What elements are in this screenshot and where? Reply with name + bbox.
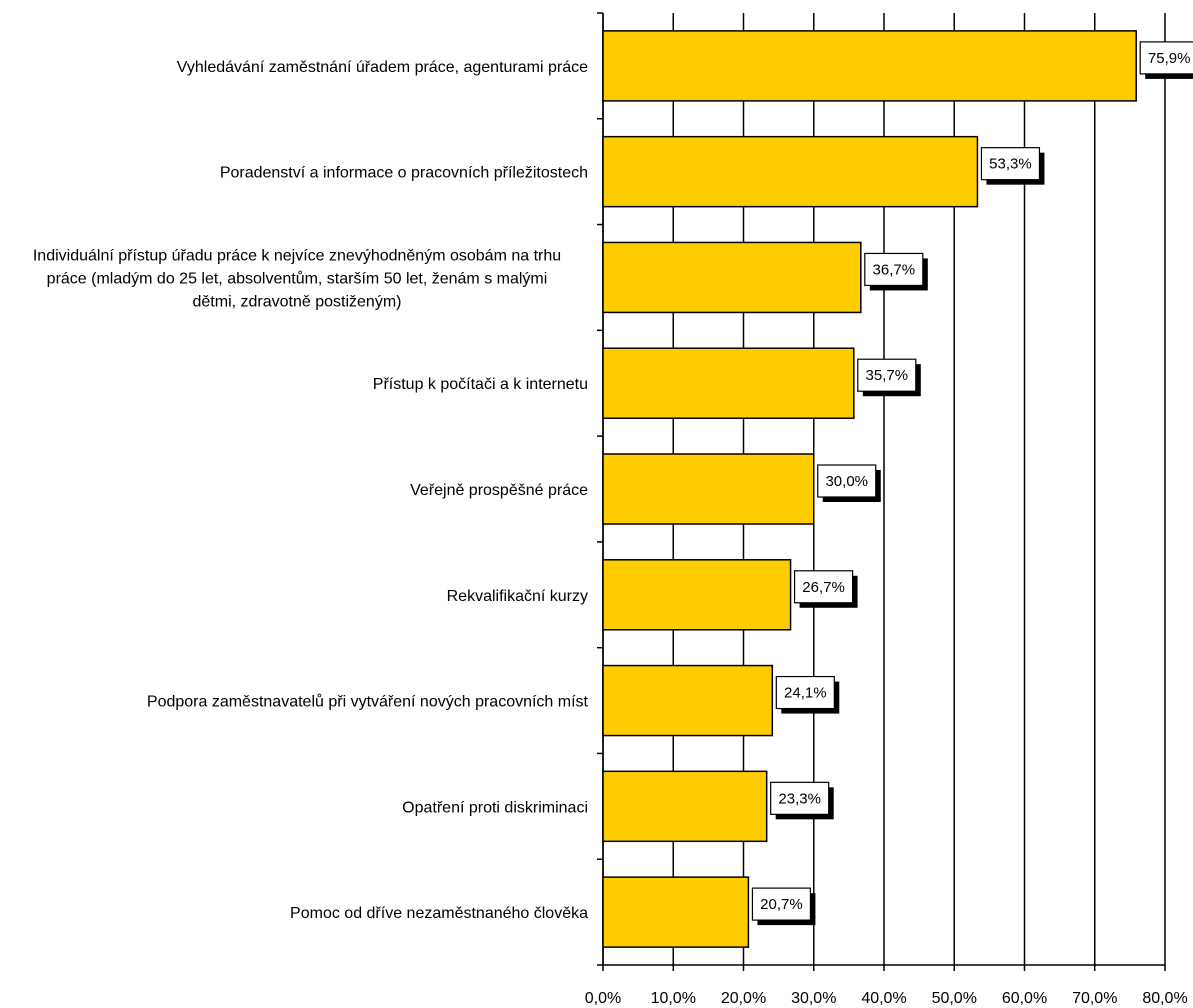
category-label: Vyhledávání zaměstnání úřadem práce, age… xyxy=(177,59,588,76)
bar xyxy=(602,876,750,948)
bar xyxy=(602,559,792,631)
data-label: 30,0% xyxy=(825,473,868,490)
x-tick-label: 30,0% xyxy=(791,990,836,1007)
data-label-box xyxy=(857,358,917,392)
data-label-box xyxy=(817,464,877,498)
data-label: 23,3% xyxy=(778,790,821,807)
category-label: Opatření proti diskriminaci xyxy=(402,799,588,816)
data-label-box xyxy=(980,147,1041,181)
category-label: Podpora zaměstnavatelů při vytváření nov… xyxy=(147,693,589,711)
bar xyxy=(602,241,862,314)
data-label: 24,1% xyxy=(784,685,827,702)
x-tick-label: 80,0% xyxy=(1142,990,1187,1007)
category-label-line: Veřejně prospěšné práce xyxy=(410,482,588,499)
bar xyxy=(602,770,768,843)
category-label: Individuální přístup úřadu práce k nejví… xyxy=(33,247,561,310)
category-label-line: Vyhledávání zaměstnání úřadem práce, age… xyxy=(177,59,588,76)
x-tick-label: 60,0% xyxy=(1002,990,1047,1007)
category-label-line: Pomoc od dříve nezaměstnaného člověka xyxy=(290,905,588,922)
category-label: Poradenství a informace o pracovních pří… xyxy=(220,165,588,182)
category-label-line: Přístup k počítači a k internetu xyxy=(373,376,588,393)
category-label-line: Individuální přístup úřadu práce k nejví… xyxy=(33,247,561,264)
category-label-line: Poradenství a informace o pracovních pří… xyxy=(220,165,588,182)
category-label: Přístup k počítači a k internetu xyxy=(373,376,588,393)
x-tick-label: 50,0% xyxy=(932,990,977,1007)
category-label-line: práce (mladým do 25 let, absolventům, st… xyxy=(47,269,548,287)
data-label-box xyxy=(751,887,812,921)
data-label: 35,7% xyxy=(866,367,909,384)
bar xyxy=(602,135,979,208)
data-label-box xyxy=(793,570,854,604)
data-label: 53,3% xyxy=(989,156,1032,173)
category-label: Veřejně prospěšné práce xyxy=(410,482,588,499)
category-label-line: Rekvalifikační kurzy xyxy=(447,588,588,605)
category-label-line: Podpora zaměstnavatelů při vytváření nov… xyxy=(147,693,589,711)
category-label-line: dětmi, zdravotně postiženým) xyxy=(193,293,402,310)
x-tick-label: 10,0% xyxy=(651,990,696,1007)
data-label: 75,9% xyxy=(1148,50,1191,67)
data-label-box xyxy=(864,252,924,287)
data-label: 20,7% xyxy=(760,896,803,913)
data-label: 26,7% xyxy=(802,579,845,596)
bar xyxy=(602,347,855,419)
x-tick-label: 40,0% xyxy=(861,990,906,1007)
data-label: 36,7% xyxy=(873,261,916,278)
x-tick-label: 70,0% xyxy=(1072,990,1117,1007)
category-label-line: Opatření proti diskriminaci xyxy=(402,799,588,816)
data-label-box xyxy=(770,781,830,815)
bar xyxy=(602,664,774,737)
category-label: Pomoc od dříve nezaměstnaného člověka xyxy=(290,905,588,922)
data-label-box xyxy=(1139,41,1193,75)
x-tick-label: 0,0% xyxy=(585,990,621,1007)
bar xyxy=(602,30,1137,102)
data-label-box xyxy=(775,675,835,710)
category-label: Rekvalifikační kurzy xyxy=(447,588,588,605)
bar xyxy=(602,453,815,525)
x-tick-label: 20,0% xyxy=(721,990,766,1007)
